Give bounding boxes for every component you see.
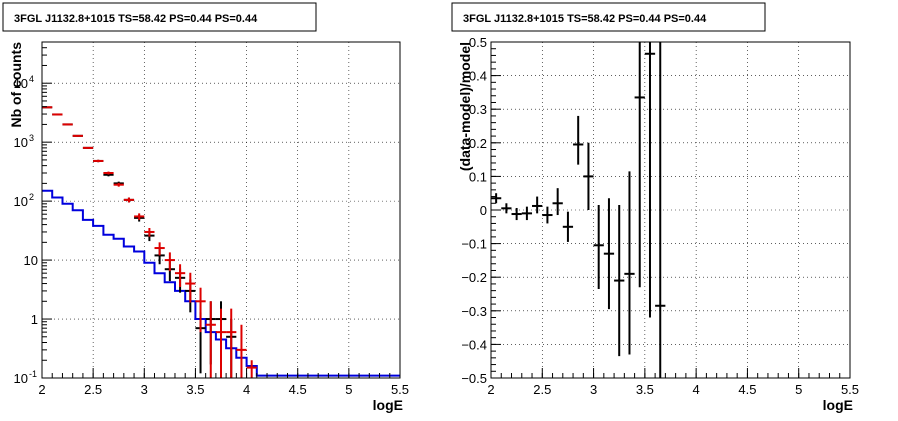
model-point — [93, 159, 104, 163]
model-point — [174, 264, 186, 287]
residual-point — [603, 198, 615, 310]
residual-y-tick-label: −0.3 — [461, 304, 487, 319]
residual-y-tick-label: 0.2 — [469, 136, 487, 151]
residual-x-axis-label: logE — [823, 397, 853, 413]
residual-x-tick-label: 4.5 — [738, 382, 756, 397]
residual-plot-area — [491, 42, 666, 378]
residual-title: 3FGL J1132.8+1015 TS=58.42 PS=0.44 PS=0.… — [463, 13, 707, 25]
residual-point — [634, 42, 645, 288]
residual-y-tick-label: 0.5 — [469, 35, 487, 50]
residual-point — [644, 42, 656, 318]
counts-grid — [42, 42, 400, 378]
counts-y-axis-label: Nb of counts — [8, 42, 24, 128]
model-point — [103, 171, 114, 175]
counts-y-tick-exponent: 2 — [29, 192, 34, 202]
counts-y-tick-label: 10 — [14, 76, 28, 91]
model-point — [185, 272, 196, 303]
model-point — [123, 197, 135, 203]
model-point — [62, 123, 73, 126]
model-point — [72, 134, 83, 137]
counts-x-tick-label: 2 — [38, 382, 45, 397]
model-point — [205, 301, 216, 378]
residual-point — [491, 193, 502, 204]
residual-y-tick-label: 0 — [480, 203, 487, 218]
counts-x-tick-label: 4 — [243, 382, 250, 397]
counts-x-tick-label: 2.5 — [84, 382, 102, 397]
residual-title-box — [451, 2, 766, 32]
model-point — [82, 146, 94, 149]
counts-x-tick-label: 5 — [345, 382, 352, 397]
residual-y-tick-label: 0.3 — [469, 102, 487, 117]
residual-point — [552, 188, 563, 216]
residual-point — [583, 142, 594, 210]
counts-y-tick-label: 10 — [14, 371, 28, 386]
residual-point — [593, 204, 604, 289]
model-point — [226, 308, 237, 378]
residual-point — [562, 211, 574, 242]
residual-point — [655, 42, 666, 378]
residual-y-tick-label: 0.1 — [469, 169, 487, 184]
model-point — [195, 287, 206, 333]
residual-frame — [490, 41, 851, 379]
residual-y-tick-label: −0.5 — [461, 371, 487, 386]
residual-grid — [491, 42, 850, 378]
counts-y-tick-exponent: 4 — [29, 74, 34, 84]
counts-y-tick-label: 10 — [14, 194, 28, 209]
counts-plot-area — [42, 106, 400, 378]
residual-point — [501, 203, 512, 214]
counts-x-tick-label: 5.5 — [391, 382, 409, 397]
residual-x-tick-label: 4 — [693, 382, 700, 397]
model-point — [134, 213, 145, 220]
model-point — [164, 252, 175, 272]
counts-y-tick-label: 1 — [31, 312, 38, 327]
residual-y-tick-label: 0.4 — [469, 69, 487, 84]
residual-axis-ticks: 2 2.5 3 3.5 4 4.5 5 5.5 −0.5 −0.4 −0.3 −0.2 −0.1 0 0.1… — [461, 35, 859, 397]
counts-x-tick-label: 3.5 — [186, 382, 204, 397]
residual-point — [532, 196, 543, 214]
model-point — [236, 324, 247, 378]
counts-panel: 3FGL J1132.8+1015 TS=58.42 PS=0.44 PS=0.… — [2, 2, 409, 413]
residual-y-tick-label: −0.4 — [461, 337, 487, 352]
residual-y-tick-label: −0.1 — [461, 237, 487, 252]
residual-point — [511, 207, 522, 221]
counts-y-tick-label: 10 — [14, 135, 28, 150]
residual-y-axis-label: (data-model)/model — [457, 42, 473, 171]
residual-x-tick-label: 5.5 — [841, 382, 859, 397]
model-point — [42, 106, 53, 109]
counts-y-tick-exponent: 3 — [29, 133, 34, 143]
residual-x-tick-label: 3.5 — [636, 382, 654, 397]
counts-y-tick-label: 10 — [24, 253, 38, 268]
model-point — [246, 360, 257, 378]
model-point — [113, 182, 124, 187]
model-point — [154, 242, 165, 256]
model-point — [215, 308, 227, 378]
residual-point — [521, 206, 533, 221]
counts-x-tick-label: 3 — [141, 382, 148, 397]
counts-x-tick-label: 4.5 — [289, 382, 307, 397]
model-point — [52, 113, 63, 116]
residual-point — [573, 115, 584, 165]
residual-x-tick-label: 5 — [795, 382, 802, 397]
residual-point — [624, 171, 635, 355]
residual-x-tick-label: 2.5 — [533, 382, 551, 397]
residual-x-tick-label: 3 — [590, 382, 597, 397]
residual-point — [542, 206, 553, 224]
model-point — [144, 228, 155, 237]
residual-y-tick-label: −0.2 — [461, 270, 487, 285]
residual-x-tick-label: 2 — [487, 382, 494, 397]
counts-title-box — [2, 2, 317, 32]
residual-panel: 3FGL J1132.8+1015 TS=58.42 PS=0.44 PS=0.… — [451, 2, 859, 413]
counts-y-tick-exponent: -1 — [29, 369, 37, 379]
counts-x-axis-label: logE — [373, 397, 403, 413]
residual-point — [614, 204, 625, 357]
model-step-line — [42, 189, 400, 377]
counts-title: 3FGL J1132.8+1015 TS=58.42 PS=0.44 PS=0.… — [14, 13, 258, 25]
